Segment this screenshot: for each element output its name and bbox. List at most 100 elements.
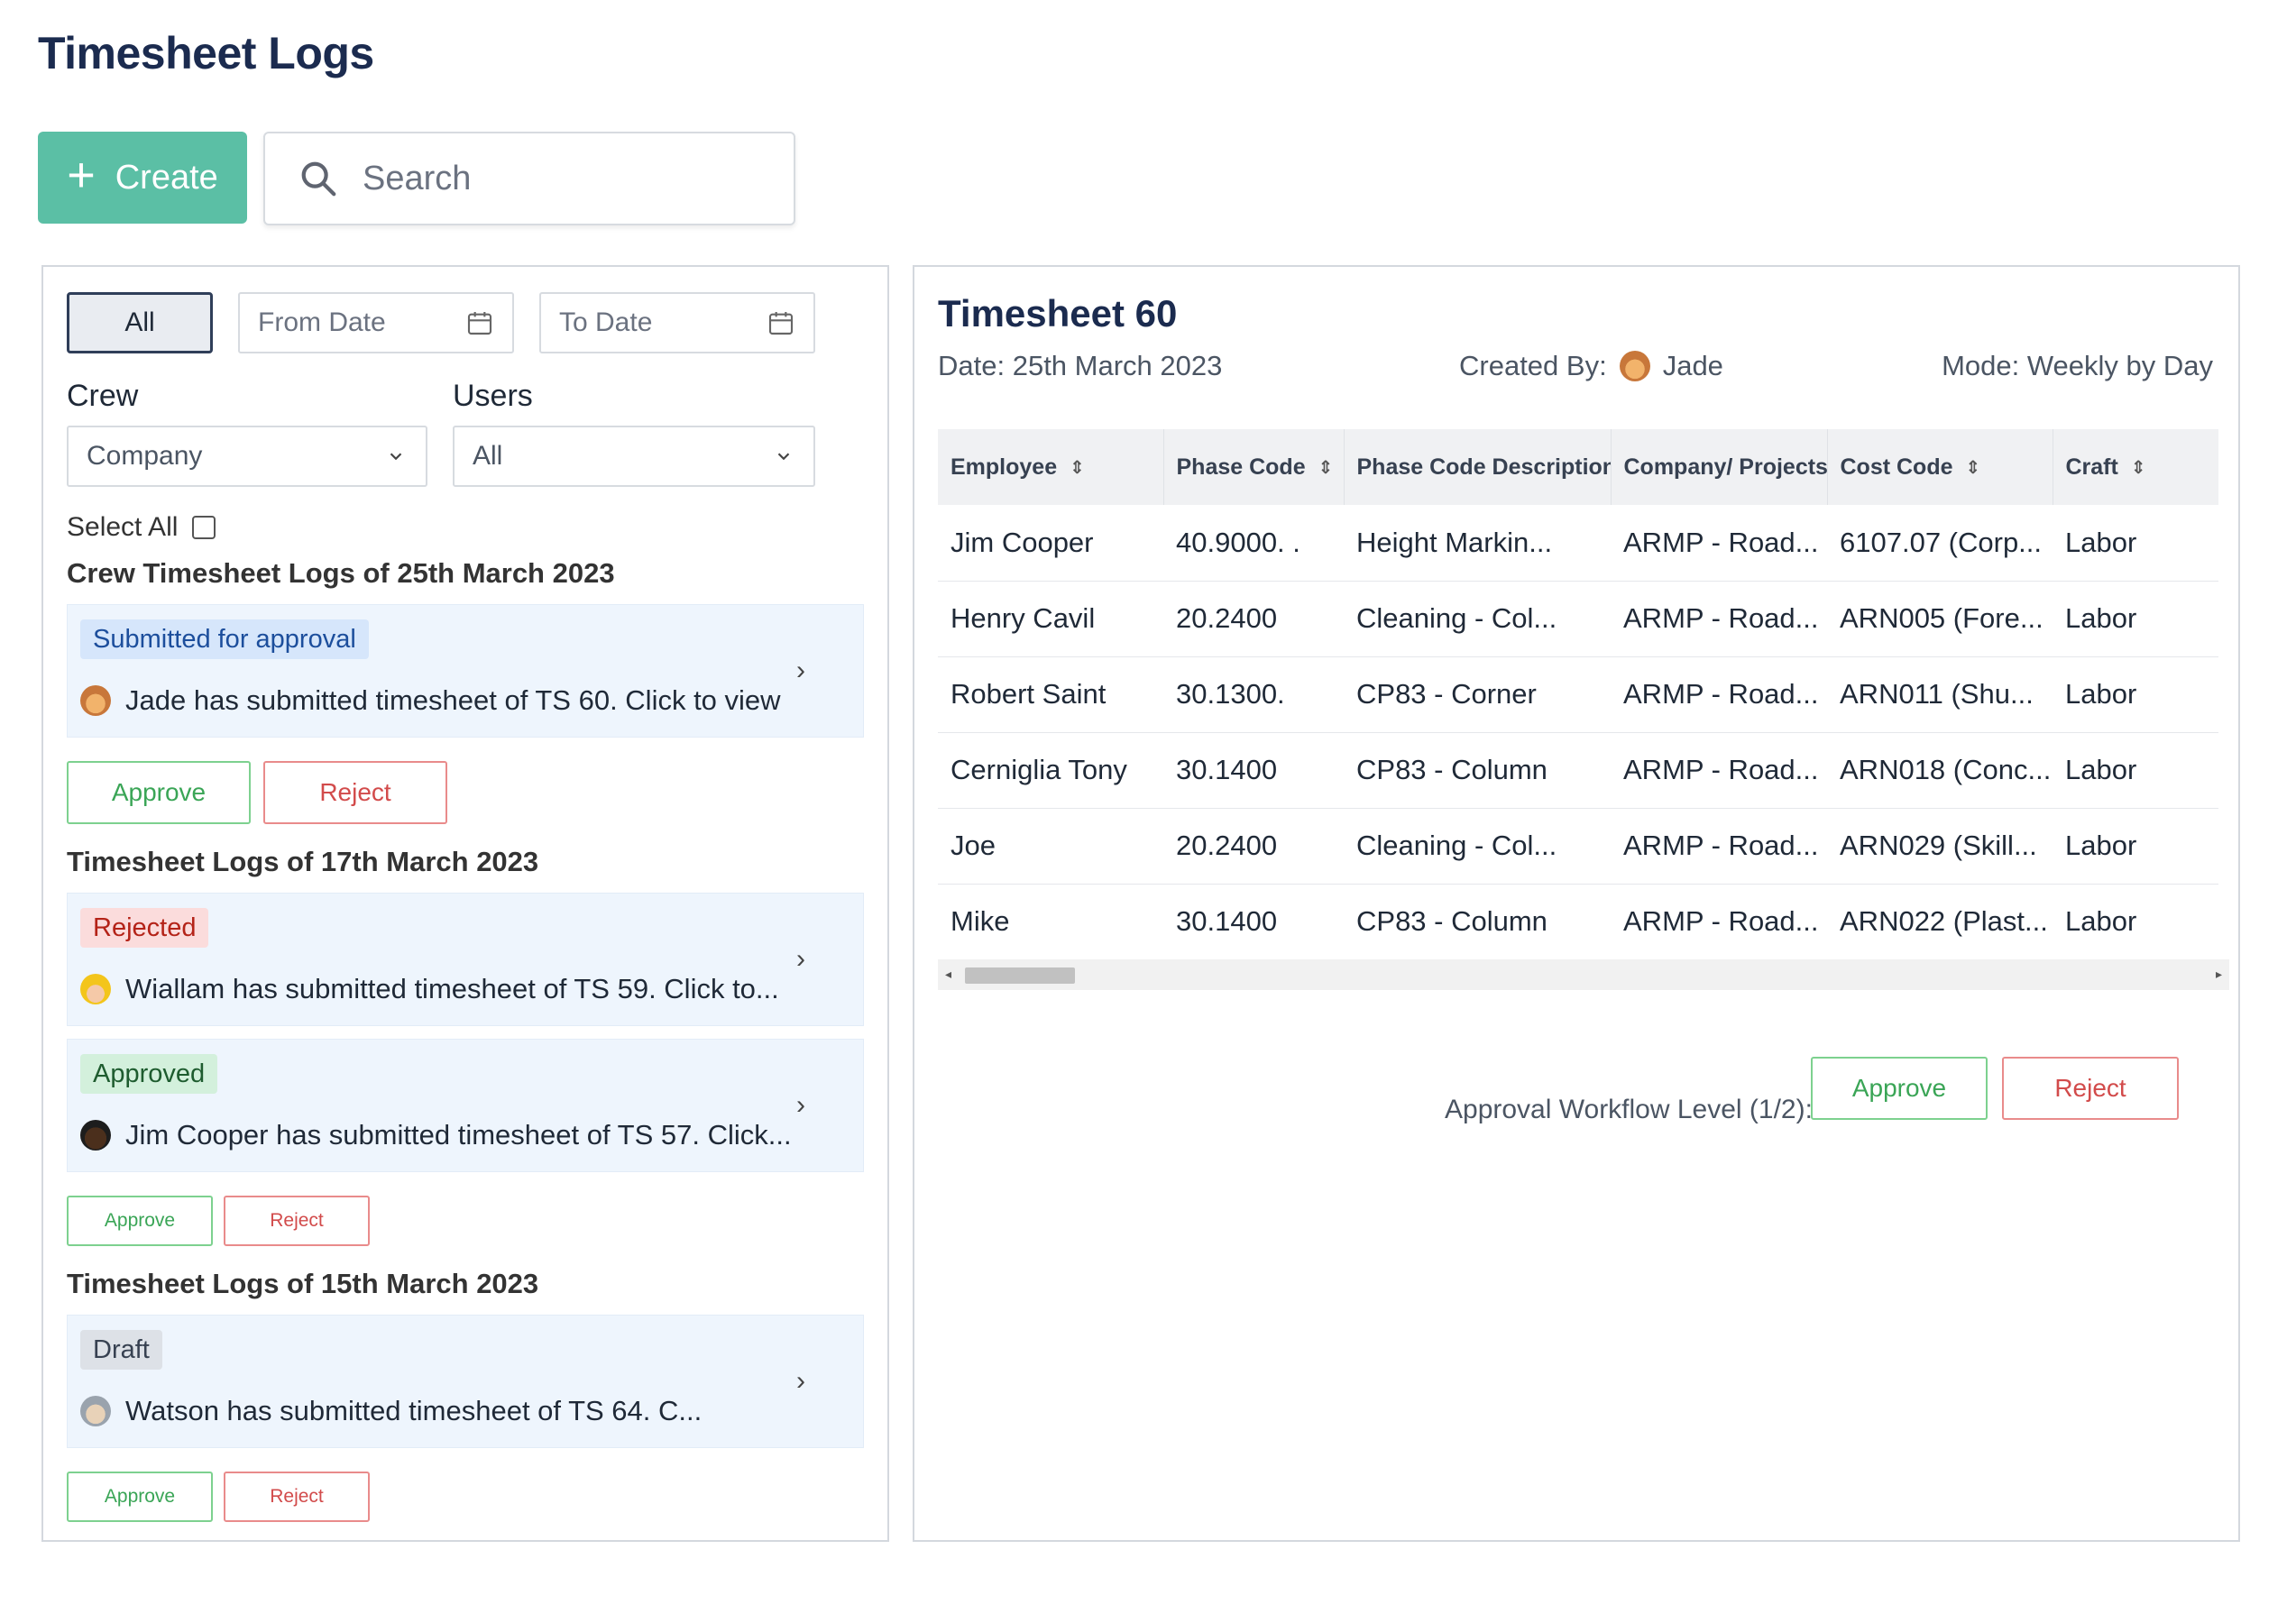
crew-select-value: Company	[87, 441, 203, 471]
search-icon	[301, 161, 336, 197]
from-date-field[interactable]: From Date	[238, 292, 514, 353]
column-header-label: Employee	[951, 454, 1058, 480]
status-badge: Submitted for approval	[80, 619, 369, 659]
search-box[interactable]	[263, 132, 795, 225]
section-title: Timesheet Logs of 17th March 2023	[67, 846, 539, 877]
table-cell: ARN005 (Fore...	[1827, 581, 2053, 657]
select-all[interactable]: Select All	[67, 512, 216, 543]
table-row[interactable]: Henry Cavil 20.2400 Cleaning - Col... ARMP …	[938, 581, 2218, 657]
table-cell: Labor	[2053, 808, 2218, 885]
table-row[interactable]: Mike 30.1400 CP83 - Column ARMP - Road... AR…	[938, 884, 2218, 960]
page-title: Timesheet Logs	[38, 28, 374, 78]
sort-icon[interactable]: ⇕	[1965, 457, 1981, 478]
avatar	[80, 1396, 111, 1426]
table-cell: ARN022 (Plast...	[1827, 884, 2053, 960]
table-cell: Labor	[2053, 505, 2218, 582]
reject-button[interactable]: Reject	[224, 1472, 370, 1522]
log-card-text: Jim Cooper has submitted timesheet of TS…	[125, 1119, 792, 1151]
scroll-right-icon[interactable]: ▸	[2215, 967, 2222, 981]
table-cell: ARMP - Road...	[1611, 808, 1827, 885]
table-cell: ARN018 (Conc...	[1827, 732, 2053, 809]
log-card[interactable]: Draft Watson has submitted timesheet of …	[67, 1315, 864, 1448]
column-header-phase-code-description[interactable]: Phase Code Description	[1344, 429, 1612, 505]
approve-button[interactable]: Approve	[67, 1196, 213, 1246]
timesheet-mode-text: Mode: Weekly by Day	[1942, 350, 2213, 381]
approval-workflow-label: Approval Workflow Level (1/2):	[1445, 1095, 1813, 1124]
log-card[interactable]: Submitted for approval Jade has submitte…	[67, 604, 864, 738]
column-header-company-projects[interactable]: Company/ Projects	[1611, 429, 1828, 505]
create-button-label: Create	[115, 158, 218, 197]
column-header-cost-code[interactable]: Cost Code ⇕	[1827, 429, 2053, 505]
table-cell: CP83 - Corner	[1344, 656, 1611, 733]
sort-icon[interactable]: ⇕	[1318, 457, 1334, 478]
column-header-label: Cost Code	[1840, 454, 1953, 480]
crew-select[interactable]: Company	[67, 426, 427, 487]
detail-approve-button[interactable]: Approve	[1811, 1057, 1988, 1120]
table-row[interactable]: Cerniglia Tony 30.1400 CP83 - Column ARMP -…	[938, 732, 2218, 809]
horizontal-scrollbar[interactable]: ◂ ▸	[938, 959, 2229, 990]
created-by-name: Jade	[1662, 350, 1723, 381]
table-cell: Henry Cavil	[938, 581, 1163, 657]
chevron-down-icon	[777, 453, 790, 461]
table-cell: Height Markin...	[1344, 505, 1611, 582]
approve-button[interactable]: Approve	[67, 761, 251, 824]
from-date-placeholder: From Date	[258, 307, 386, 337]
table-cell: ARMP - Road...	[1611, 884, 1827, 960]
create-button[interactable]: + Create	[38, 132, 247, 224]
chevron-right-icon: ›	[796, 1366, 805, 1396]
table-cell: 20.2400	[1163, 808, 1344, 885]
scroll-left-icon[interactable]: ◂	[945, 967, 952, 981]
timesheet-date-text: Date: 25th March 2023	[938, 350, 1223, 381]
column-header-employee[interactable]: Employee ⇕	[938, 429, 1164, 505]
table-cell: 30.1400	[1163, 732, 1344, 809]
log-card-text: Watson has submitted timesheet of TS 64.…	[125, 1395, 703, 1426]
column-header-phase-code[interactable]: Phase Code ⇕	[1163, 429, 1345, 505]
created-by-label: Created By:	[1459, 350, 1607, 381]
chevron-right-icon: ›	[796, 1090, 805, 1120]
table-cell: 30.1300.	[1163, 656, 1344, 733]
log-card[interactable]: Rejected Wiallam has submitted timesheet…	[67, 893, 864, 1026]
column-header-label: Craft	[2065, 454, 2118, 480]
timesheet-mode: Mode: Weekly by Day	[1942, 350, 2213, 382]
log-card[interactable]: Approved Jim Cooper has submitted timesh…	[67, 1039, 864, 1172]
table-row[interactable]: Joe 20.2400 Cleaning - Col... ARMP - Road..…	[938, 808, 2218, 885]
search-input[interactable]	[363, 159, 759, 198]
avatar	[80, 974, 111, 1004]
table-header-row: Employee ⇕ Phase Code ⇕ Phase Code Descrip…	[938, 429, 2218, 505]
table-cell: Cleaning - Col...	[1344, 808, 1611, 885]
detail-reject-button[interactable]: Reject	[2002, 1057, 2179, 1120]
sort-icon[interactable]: ⇕	[2130, 457, 2146, 478]
timesheet-table: Employee ⇕ Phase Code ⇕ Phase Code Descrip…	[938, 429, 2218, 960]
filter-all-button[interactable]: All	[67, 292, 213, 353]
plus-icon: +	[67, 148, 96, 202]
scrollbar-thumb[interactable]	[965, 967, 1075, 984]
avatar	[80, 1120, 111, 1151]
section-title: Timesheet Logs of 15th March 2023	[67, 1268, 539, 1299]
table-cell: 6107.07 (Corp...	[1827, 505, 2053, 582]
table-row[interactable]: Robert Saint 30.1300. CP83 - Corner ARMP - …	[938, 656, 2218, 733]
table-cell: ARMP - Road...	[1611, 656, 1827, 733]
reject-button[interactable]: Reject	[224, 1196, 370, 1246]
table-cell: Jim Cooper	[938, 505, 1163, 582]
reject-button[interactable]: Reject	[263, 761, 447, 824]
table-cell: 40.9000. .	[1163, 505, 1344, 582]
select-all-label: Select All	[67, 512, 179, 542]
table-cell: Cerniglia Tony	[938, 732, 1163, 809]
users-select[interactable]: All	[453, 426, 815, 487]
users-label: Users	[453, 379, 533, 413]
column-header-label: Phase Code Description	[1356, 454, 1611, 480]
table-cell: 30.1400	[1163, 884, 1344, 960]
table-cell: ARMP - Road...	[1611, 505, 1827, 582]
table-row[interactable]: Jim Cooper 40.9000. . Height Markin... ARMP…	[938, 505, 2218, 582]
sort-icon[interactable]: ⇕	[1070, 457, 1085, 478]
chevron-right-icon: ›	[796, 944, 805, 974]
column-header-label: Phase Code	[1176, 454, 1306, 480]
created-by: Created By: Jade	[1459, 350, 1723, 382]
calendar-icon	[467, 312, 492, 335]
table-cell: Labor	[2053, 884, 2218, 960]
table-cell: Labor	[2053, 732, 2218, 809]
approve-button[interactable]: Approve	[67, 1472, 213, 1522]
to-date-field[interactable]: To Date	[539, 292, 815, 353]
select-all-checkbox[interactable]	[192, 516, 216, 539]
column-header-craft[interactable]: Craft ⇕	[2053, 429, 2218, 505]
